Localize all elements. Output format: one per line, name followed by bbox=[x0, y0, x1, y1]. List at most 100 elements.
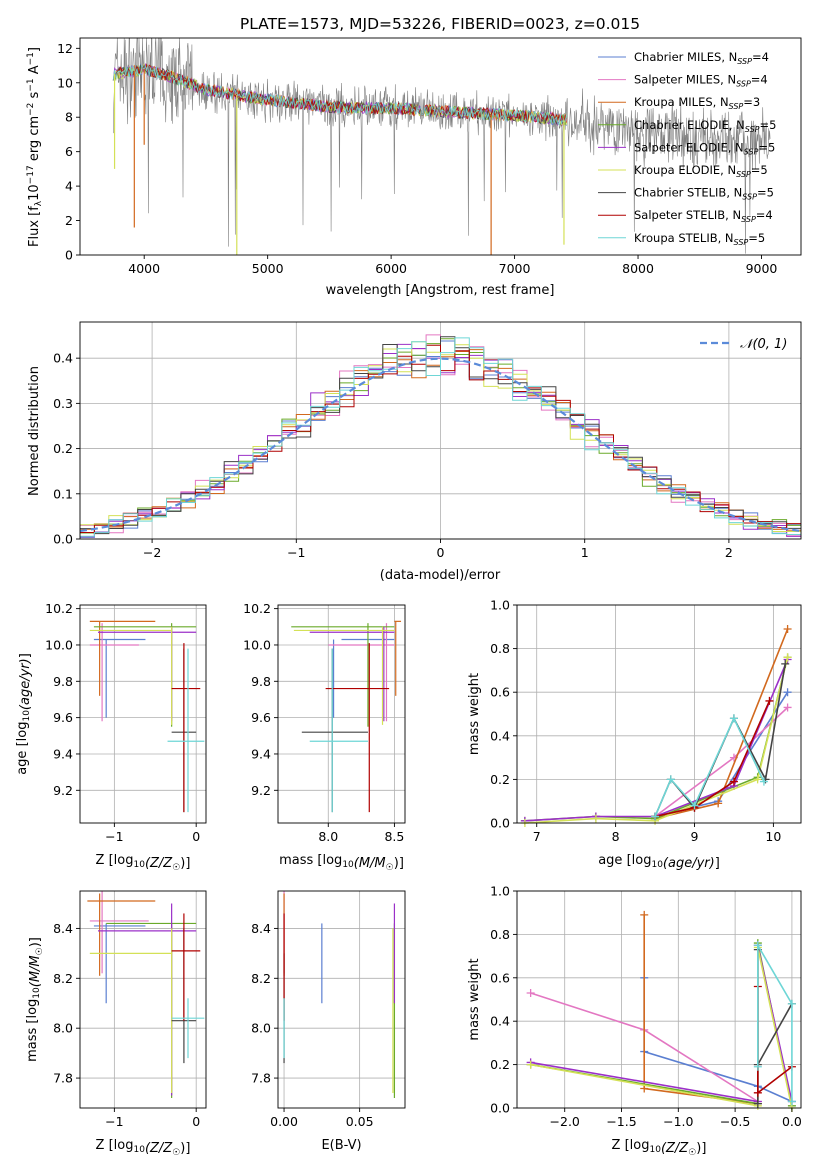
legend-label-chabrier-elodie: Chabrier ELODIE, NSSP=5 bbox=[634, 118, 776, 134]
x-tick-label: 0.05 bbox=[346, 1114, 374, 1129]
x-tick-label: 0.0 bbox=[782, 1114, 802, 1129]
y-axis-label: mass [log10(M/M☉)] bbox=[25, 937, 45, 1062]
y-axis-label: Flux [fλ10−17 erg cm−2 s−1 A−1] bbox=[26, 47, 44, 247]
point-salpeter-miles bbox=[526, 988, 535, 997]
plot-marks bbox=[291, 620, 402, 813]
y-tick-label: 1.0 bbox=[490, 884, 510, 899]
point-kroupa-miles bbox=[640, 910, 649, 919]
x-tick-label: −1 bbox=[287, 545, 305, 560]
y-tick-label: 8.2 bbox=[251, 971, 271, 986]
y-axis-label: mass weight bbox=[467, 673, 482, 755]
y-tick-label: 9.4 bbox=[53, 746, 73, 761]
point-kroupa-stelib bbox=[759, 777, 768, 786]
legend-label-salpeter-miles: Salpeter MILES, NSSP=4 bbox=[634, 73, 768, 89]
legend-label-chabrier-stelib: Chabrier STELIB, NSSP=5 bbox=[634, 186, 774, 202]
y-tick-label: 0.0 bbox=[490, 1101, 510, 1116]
point-salpeter-stelib bbox=[729, 777, 738, 786]
y-tick-label: 9.4 bbox=[251, 746, 271, 761]
x-axis-label: wavelength [Angstrom, rest frame] bbox=[326, 283, 555, 298]
y-tick-label: 0.2 bbox=[490, 1057, 510, 1072]
x-tick-label: 8000 bbox=[622, 261, 654, 276]
panel-age-vs-mass: 8.0 8.5 9.2 9.4 9.6 9.8 10.0 10.2 mass [log10(M/… bbox=[243, 601, 406, 873]
x-tick-label: 7 bbox=[533, 829, 541, 844]
y-tick-label: 0.2 bbox=[490, 772, 510, 787]
panel-massweight-vs-age: 7 8 9 10 0.0 0.2 0.4 0.6 0.8 1.0 age [log10(age/yr… bbox=[467, 598, 802, 871]
plot-marks bbox=[283, 891, 396, 1099]
y-tick-label: 8.0 bbox=[53, 1021, 73, 1036]
point-kroupa-elodie bbox=[783, 653, 792, 662]
x-axis-label: E(B-V) bbox=[321, 1138, 361, 1153]
x-axis-label: Z [log10(Z/Z☉)] bbox=[96, 853, 191, 873]
axes-frame: −1 0 7.8 8.0 8.2 8.4 Z [log10(Z/Z☉)] mass [log1… bbox=[25, 890, 207, 1158]
x-tick-label: 9 bbox=[691, 829, 699, 844]
plot-marks bbox=[112, 38, 771, 255]
point-kroupa-stelib bbox=[787, 999, 796, 1008]
panel-mass-vs-ebv: 0.00 0.05 7.8 8.0 8.2 8.4 E(B-V) bbox=[251, 890, 406, 1153]
x-tick-label: −1 bbox=[105, 1114, 123, 1129]
axes-frame: 4000 5000 6000 7000 8000 9000 0 2 4 6 8 10 12 wavelen… bbox=[26, 37, 802, 298]
y-tick-label: 8 bbox=[65, 110, 73, 125]
panel-mass-vs-metallicity: −1 0 7.8 8.0 8.2 8.4 Z [log10(Z/Z☉)] mass [log1… bbox=[25, 890, 207, 1158]
point-kroupa-miles bbox=[783, 624, 792, 633]
x-tick-label: −2.0 bbox=[550, 1114, 580, 1129]
y-tick-label: 10.2 bbox=[243, 601, 271, 616]
legend-label-kroupa-miles: Kroupa MILES, NSSP=3 bbox=[634, 95, 760, 111]
x-tick-label: 5000 bbox=[252, 261, 284, 276]
x-tick-label: −0.5 bbox=[720, 1114, 750, 1129]
x-tick-label: 10 bbox=[765, 829, 781, 844]
plot-border bbox=[277, 890, 406, 1109]
panel-age-vs-metallicity: −1 0 9.2 9.4 9.6 9.8 10.0 10.2 Z [log10(Z/Z☉)] ag… bbox=[15, 601, 207, 873]
plot-marks bbox=[87, 891, 205, 1099]
x-tick-label: −1 bbox=[105, 829, 123, 844]
series-line-kroupa-stelib bbox=[654, 716, 765, 817]
x-tick-label: 0 bbox=[192, 829, 200, 844]
y-tick-label: 8.0 bbox=[251, 1021, 271, 1036]
x-tick-label: −2 bbox=[143, 545, 161, 560]
x-axis-label: Z [log10(Z/Z☉)] bbox=[612, 1138, 707, 1158]
plot-border bbox=[79, 890, 207, 1109]
panel-residuals: −2 −1 0 1 2 0.0 0.1 0.2 0.3 0.4 𝒩(0, 1) (data-model… bbox=[27, 321, 802, 583]
x-tick-label: 0 bbox=[437, 545, 445, 560]
y-tick-label: 2 bbox=[65, 213, 73, 228]
x-tick-label: 4000 bbox=[128, 261, 160, 276]
point-kroupa-stelib bbox=[666, 775, 675, 784]
y-tick-label: 0.0 bbox=[490, 816, 510, 831]
point-kroupa-elodie bbox=[753, 775, 762, 784]
y-tick-label: 9.2 bbox=[251, 783, 271, 798]
axes-frame: −1 0 9.2 9.4 9.6 9.8 10.0 10.2 Z [log10(Z/Z☉)] ag… bbox=[15, 601, 207, 873]
y-tick-label: 9.2 bbox=[53, 783, 73, 798]
point-salpeter-stelib bbox=[753, 1088, 762, 1097]
y-tick-label: 1.0 bbox=[490, 598, 510, 613]
y-tick-label: 4 bbox=[65, 179, 73, 194]
y-tick-label: 9.6 bbox=[251, 710, 271, 725]
y-tick-label: 12 bbox=[57, 41, 73, 56]
point-kroupa-stelib bbox=[729, 714, 738, 723]
y-tick-label: 0.8 bbox=[490, 927, 510, 942]
point-kroupa-stelib bbox=[690, 801, 699, 810]
y-tick-label: 10 bbox=[57, 75, 73, 90]
legend-label-kroupa-elodie: Kroupa ELODIE, NSSP=5 bbox=[634, 163, 768, 179]
series-line-chabrier-miles bbox=[654, 691, 789, 818]
x-tick-label: 2 bbox=[725, 545, 733, 560]
x-axis-label: mass [log10(M/M☉)] bbox=[279, 853, 404, 873]
y-tick-label: 8.4 bbox=[53, 921, 73, 936]
y-tick-label: 0.6 bbox=[490, 970, 510, 985]
y-tick-label: 9.8 bbox=[251, 674, 271, 689]
y-axis-label: mass weight bbox=[467, 958, 482, 1040]
y-tick-label: 0.1 bbox=[53, 486, 73, 501]
y-tick-label: 0.3 bbox=[53, 396, 73, 411]
point-kroupa-elodie bbox=[591, 814, 600, 823]
axes-frame: 0.00 0.05 7.8 8.0 8.2 8.4 E(B-V) bbox=[251, 890, 406, 1153]
series-line-chabrier-stelib bbox=[654, 663, 786, 817]
x-axis-label: Z [log10(Z/Z☉)] bbox=[96, 1138, 191, 1158]
y-tick-label: 0.4 bbox=[490, 1014, 510, 1029]
plot-border bbox=[79, 37, 802, 256]
point-kroupa-stelib bbox=[787, 1097, 796, 1106]
axes-frame: 7 8 9 10 0.0 0.2 0.4 0.6 0.8 1.0 age [log10(age/yr… bbox=[467, 598, 802, 871]
y-tick-label: 0 bbox=[65, 248, 73, 263]
y-tick-label: 9.8 bbox=[53, 674, 73, 689]
plot-border bbox=[277, 604, 406, 824]
x-tick-label: 6000 bbox=[375, 261, 407, 276]
plot-border bbox=[516, 890, 802, 1109]
figure-title: PLATE=1573, MJD=53226, FIBERID=0023, z=0… bbox=[240, 15, 640, 33]
